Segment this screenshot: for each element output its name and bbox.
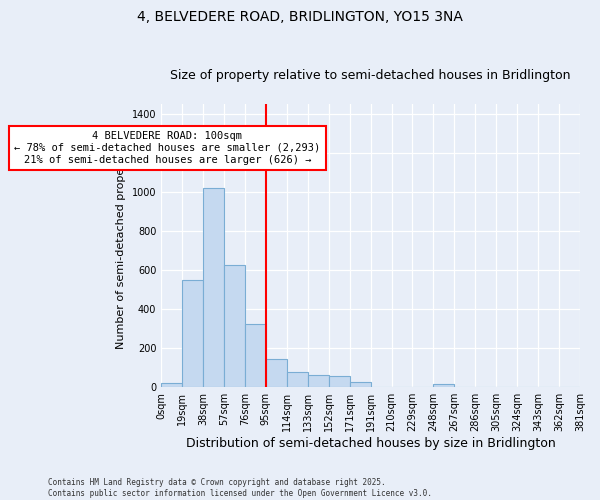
Bar [433, 384, 454, 387]
Text: 4, BELVEDERE ROAD, BRIDLINGTON, YO15 3NA: 4, BELVEDERE ROAD, BRIDLINGTON, YO15 3NA [137, 10, 463, 24]
X-axis label: Distribution of semi-detached houses by size in Bridlington: Distribution of semi-detached houses by … [185, 437, 556, 450]
Bar [203, 188, 224, 387]
Text: 4 BELVEDERE ROAD: 100sqm
← 78% of semi-detached houses are smaller (2,293)
21% o: 4 BELVEDERE ROAD: 100sqm ← 78% of semi-d… [14, 132, 320, 164]
Title: Size of property relative to semi-detached houses in Bridlington: Size of property relative to semi-detach… [170, 69, 571, 82]
Bar [329, 376, 350, 387]
Bar [224, 265, 245, 387]
Y-axis label: Number of semi-detached properties: Number of semi-detached properties [116, 142, 126, 348]
Bar [308, 374, 329, 387]
Bar [182, 280, 203, 387]
Bar [161, 384, 182, 387]
Bar [266, 359, 287, 387]
Bar [350, 382, 371, 387]
Bar [287, 372, 308, 387]
Bar [245, 324, 266, 387]
Text: Contains HM Land Registry data © Crown copyright and database right 2025.
Contai: Contains HM Land Registry data © Crown c… [48, 478, 432, 498]
